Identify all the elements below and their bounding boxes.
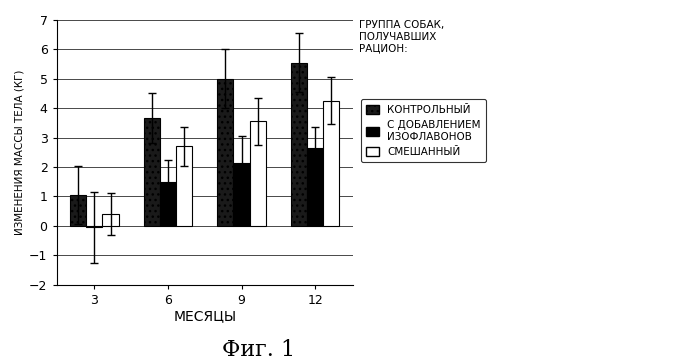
Bar [86,226,103,227]
Bar [217,79,233,226]
Bar [144,118,160,226]
Y-axis label: ИЗМЕНЕНИЯ МАССЫ ТЕЛА (КГ): ИЗМЕНЕНИЯ МАССЫ ТЕЛА (КГ) [15,69,25,235]
Bar [250,121,266,226]
Bar [70,195,86,226]
Legend: КОНТРОЛЬНЫЙ, С ДОБАВЛЕНИЕМ
ИЗОФЛАВОНОВ, СМЕШАННЫЙ: КОНТРОЛЬНЫЙ, С ДОБАВЛЕНИЕМ ИЗОФЛАВОНОВ, … [361,99,486,162]
Bar [176,147,192,226]
Bar [323,101,340,226]
X-axis label: МЕСЯЦЫ: МЕСЯЦЫ [173,309,236,323]
Text: ГРУППА СОБАК,
ПОЛУЧАВШИХ
РАЦИОН:: ГРУППА СОБАК, ПОЛУЧАВШИХ РАЦИОН: [359,20,444,53]
Bar [233,163,250,226]
Bar [160,182,176,226]
Bar [103,214,119,226]
Bar [307,148,323,226]
Text: Фиг. 1: Фиг. 1 [222,339,295,360]
Bar [291,63,307,226]
